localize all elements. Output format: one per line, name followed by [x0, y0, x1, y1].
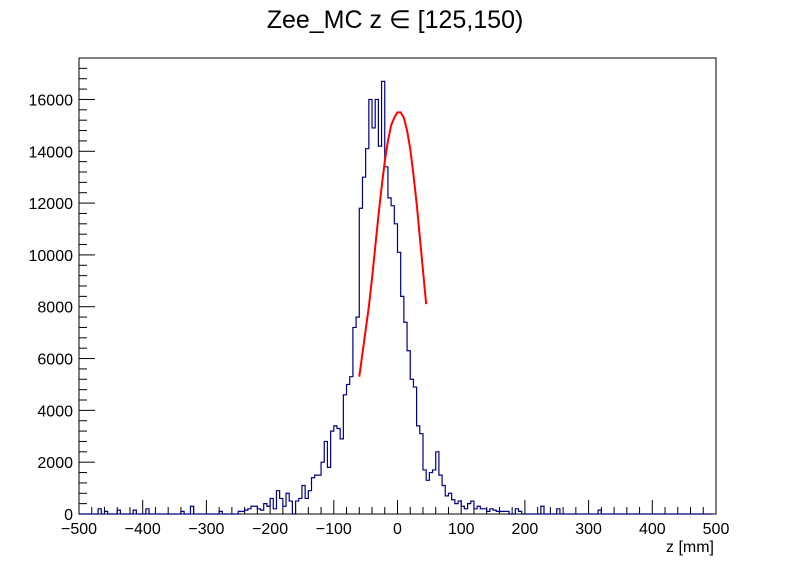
x-tick-label: −200 — [252, 521, 288, 538]
x-axis: −500 −400 −300 −200 −100 0 100 200 300 400 500 — [61, 500, 729, 538]
y-tick-label: 4000 — [37, 403, 73, 420]
x-tick-label: 200 — [512, 521, 539, 538]
x-tick-label: −500 — [61, 521, 97, 538]
x-tick-label: 500 — [703, 521, 730, 538]
y-tick-label: 8000 — [37, 300, 73, 317]
histogram-bars — [79, 80, 713, 515]
y-tick-label: 14000 — [29, 144, 74, 161]
x-tick-label: −100 — [316, 521, 352, 538]
y-tick-label: 0 — [64, 507, 73, 524]
y-axis: 0 2000 4000 6000 8000 10000 12000 14000 16000 — [29, 57, 95, 524]
histogram-series — [79, 80, 713, 515]
x-tick-label: 400 — [639, 521, 666, 538]
chart-title: Zee_MC z ∈ [125,150) — [267, 6, 524, 34]
y-tick-label: 12000 — [29, 196, 74, 213]
x-axis-label: z [mm] — [666, 539, 714, 556]
x-tick-label: 300 — [575, 521, 602, 538]
fit-line — [358, 111, 428, 377]
x-tick-label: −400 — [125, 521, 161, 538]
x-tick-label: 0 — [393, 521, 402, 538]
y-tick-label: 2000 — [37, 455, 73, 472]
plot-frame — [78, 57, 717, 515]
x-tick-label: 100 — [448, 521, 475, 538]
y-tick-label: 16000 — [29, 92, 74, 109]
y-tick-label: 10000 — [29, 248, 74, 265]
x-tick-label: −300 — [188, 521, 224, 538]
y-tick-label: 6000 — [37, 352, 73, 369]
fit-curve — [358, 111, 428, 377]
